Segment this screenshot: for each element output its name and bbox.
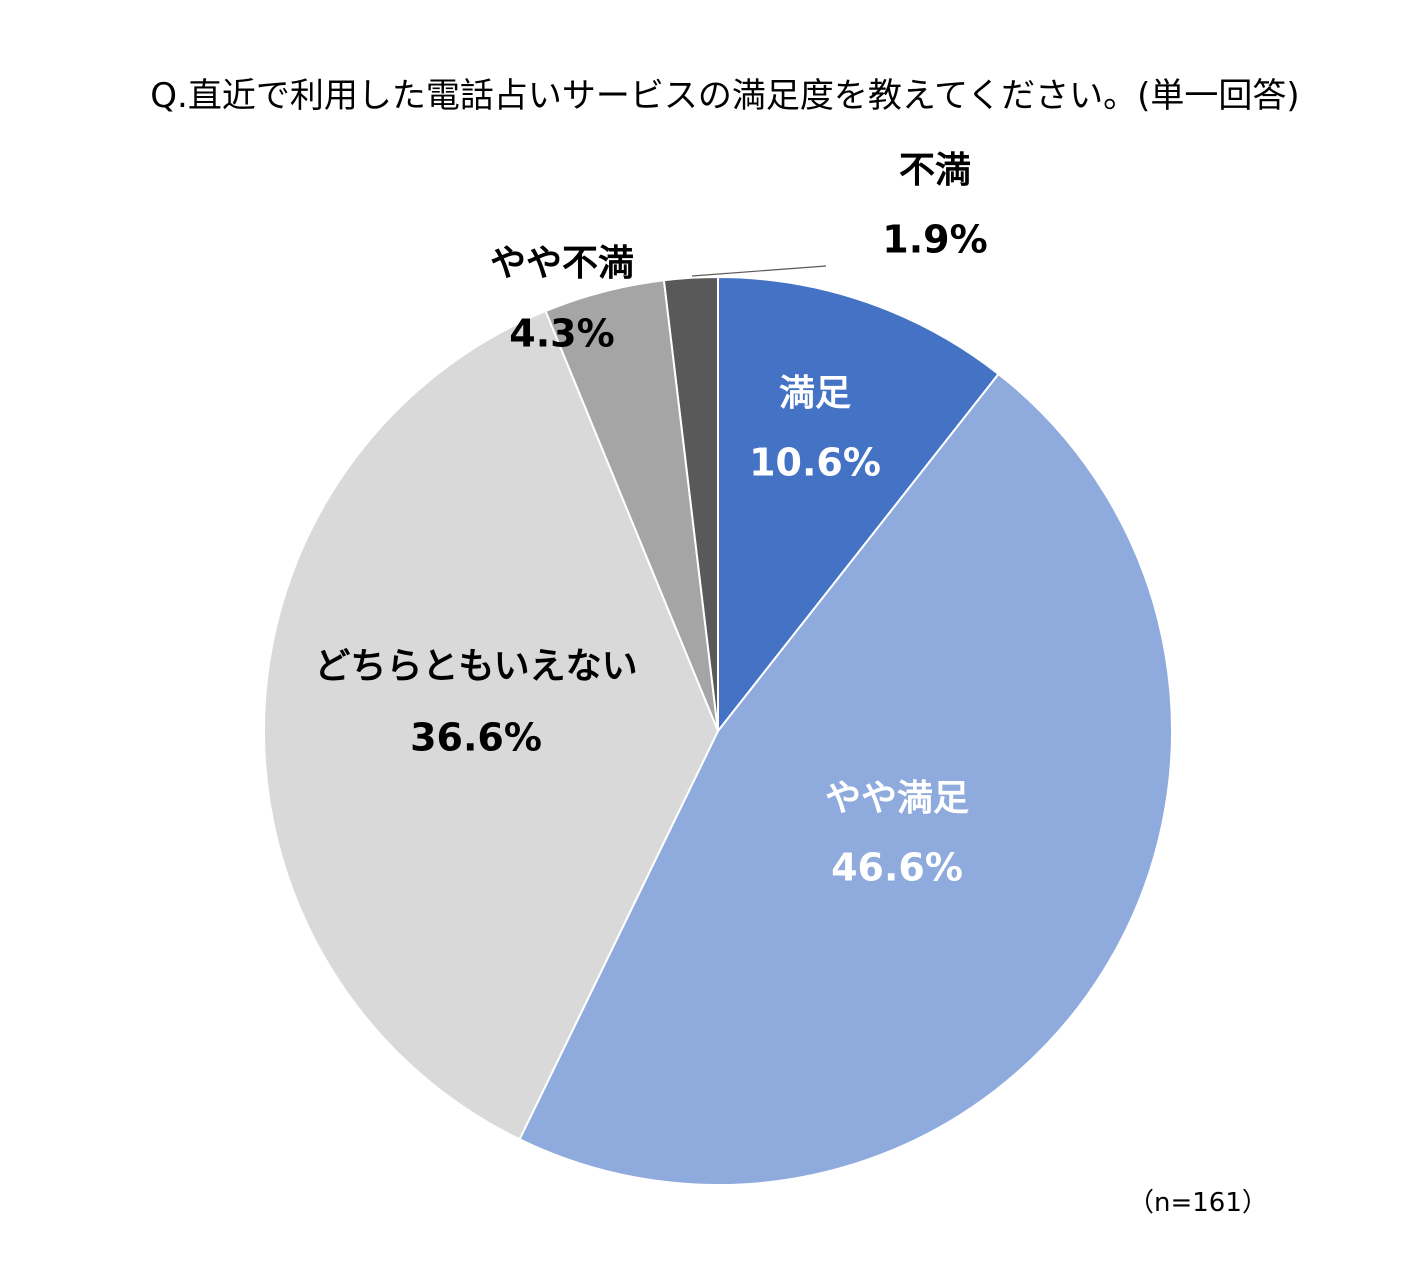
- pie-slice-dochira-tomo-ienai: [263, 309, 720, 1141]
- slice-label-yaya-fuman: やや不満: [490, 243, 634, 284]
- slice-value-fuman: 1.9%: [882, 218, 987, 262]
- slice-labels: 満足 10.6% やや満足 46.6% どちらともいえない 36.6% やや不満 4.3% 不満…: [314, 150, 987, 890]
- slice-value-yaya-fuman: 4.3%: [509, 312, 614, 356]
- sample-size-note: （n=161）: [1128, 1188, 1268, 1218]
- leader-line-fuman: [691, 265, 827, 277]
- slice-label-dochira-tomo-ienai: どちらともいえない: [314, 646, 637, 687]
- slice-label-yaya-manzoku: やや満足: [825, 778, 969, 819]
- pie-slices: [263, 275, 1173, 1186]
- pie-slice-fuman: [662, 275, 719, 732]
- slice-value-manzoku: 10.6%: [749, 441, 881, 485]
- slice-label-fuman: 不満: [899, 150, 971, 191]
- pie-slice-manzoku: [717, 275, 1000, 734]
- slice-value-dochira-tomo-ienai: 36.6%: [410, 716, 542, 760]
- slice-value-yaya-manzoku: 46.6%: [831, 846, 963, 890]
- pie-slice-yaya-manzoku: [518, 372, 1173, 1186]
- chart-title: Q.直近で利用した電話占いサービスの満足度を教えてください。(単一回答): [150, 76, 1300, 116]
- slice-label-manzoku: 満足: [779, 373, 851, 414]
